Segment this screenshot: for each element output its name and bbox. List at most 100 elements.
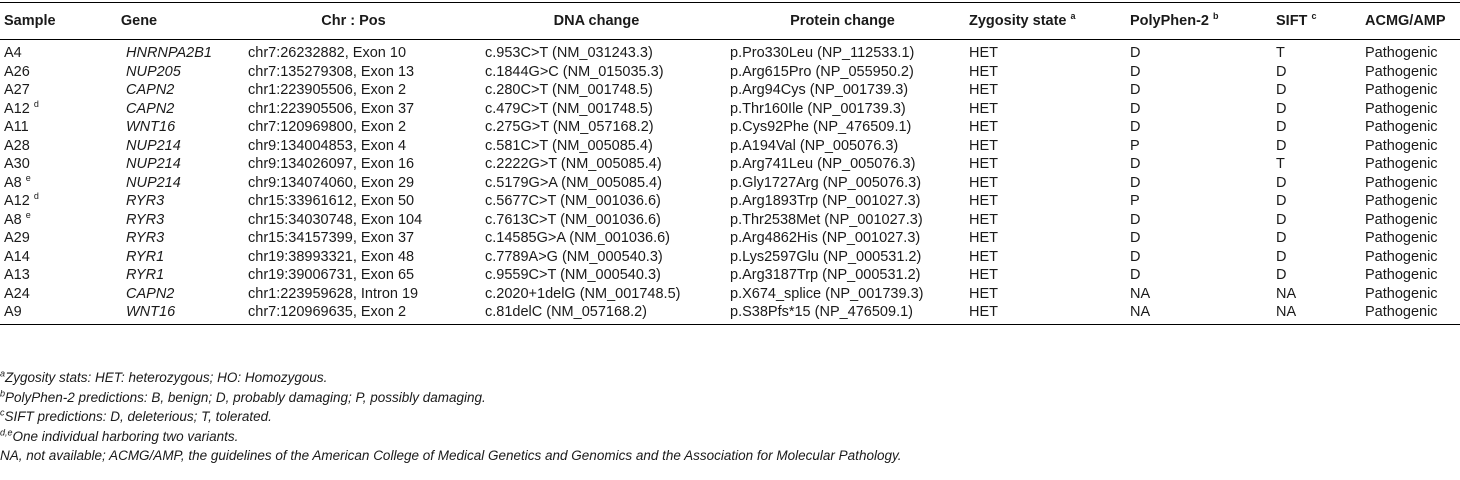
cell-sift: T — [1276, 45, 1285, 61]
cell-dna-change: c.14585G>A (NM_001036.6) — [485, 230, 670, 246]
cell-acmg: Pathogenic — [1365, 63, 1438, 80]
cell-sift: D — [1276, 174, 1287, 191]
table-row: A30 NUP214 chr9:134026097, Exon 16 c.2222G>… — [0, 155, 1460, 174]
cell-gene: WNT16 — [44, 303, 234, 325]
cell-polyphen: D — [1130, 119, 1141, 135]
cell-sample: A29 — [4, 230, 30, 246]
cell-dna-change: c.275G>T (NM_057168.2) — [485, 119, 654, 135]
cell-dna-change: c.9559C>T (NM_000540.3) — [485, 267, 661, 283]
cell-zygosity: HET — [969, 100, 998, 117]
cell-sample: A12 d — [4, 191, 39, 209]
table-row: A14 RYR1 chr19:38993321, Exon 48 c.7789A>G … — [0, 248, 1460, 267]
cell-sample: A27 — [4, 82, 30, 98]
cell-sample: A8 e — [4, 209, 31, 228]
footnote-marker: e — [25, 172, 31, 183]
cell-chr-pos: chr19:39006731, Exon 65 — [248, 267, 415, 283]
cell-sift: D — [1276, 211, 1287, 228]
header-polyphen: PolyPhen-2 b — [1126, 2, 1272, 40]
cell-dna-change: c.81delC (NM_057168.2) — [473, 303, 720, 325]
cell-acmg: Pathogenic — [1365, 193, 1438, 209]
cell-sample: A9 — [0, 303, 44, 325]
cell-gene: NUP214 — [126, 174, 181, 191]
cell-protein-change: p.Lys2597Glu (NP_000531.2) — [730, 248, 922, 265]
cell-zygosity: HET — [969, 45, 998, 61]
cell-sift: D — [1276, 193, 1287, 209]
footnote: cSIFT predictions: D, deleterious; T, to… — [0, 407, 272, 424]
cell-acmg: Pathogenic — [1365, 174, 1438, 191]
cell-dna-change: c.581C>T (NM_005085.4) — [485, 137, 653, 154]
cell-chr-pos: chr7:120969635, Exon 2 — [234, 303, 473, 325]
cell-gene: NUP205 — [126, 63, 181, 80]
footnote-marker: d — [33, 98, 39, 109]
cell-zygosity: HET — [969, 211, 998, 228]
header-acmg: ACMG/AMP — [1361, 2, 1460, 40]
cell-gene: RYR1 — [126, 248, 165, 265]
cell-acmg: Pathogenic — [1365, 137, 1438, 154]
footnote-marker: a — [0, 368, 6, 379]
cell-protein-change: p.Thr160Ile (NP_001739.3) — [730, 100, 906, 117]
cell-acmg: Pathogenic — [1365, 267, 1438, 283]
cell-acmg: Pathogenic — [1365, 45, 1438, 61]
cell-sample: A12 d — [4, 98, 39, 117]
cell-dna-change: c.5179G>A (NM_005085.4) — [485, 174, 662, 191]
cell-sample: A28 — [4, 137, 30, 154]
cell-sample: A11 — [4, 119, 29, 135]
cell-polyphen: D — [1130, 174, 1141, 191]
cell-chr-pos: chr19:38993321, Exon 48 — [248, 248, 415, 265]
cell-chr-pos: chr7:135279308, Exon 13 — [248, 63, 415, 80]
cell-sift: T — [1276, 156, 1285, 172]
cell-zygosity: HET — [969, 82, 998, 98]
header-chr-pos: Chr : Pos — [234, 2, 473, 40]
cell-dna-change: c.1844G>C (NM_015035.3) — [485, 63, 664, 80]
cell-protein-change: p.Arg615Pro (NP_055950.2) — [730, 63, 914, 80]
header-row: Sample Gene Chr : Pos DNA change Protein… — [0, 2, 1460, 40]
footnote: aZygosity stats: HET: heterozygous; HO: … — [0, 368, 328, 385]
footnotes: aZygosity stats: HET: heterozygous; HO: … — [0, 368, 1460, 466]
header-protein-change: Protein change — [720, 2, 965, 40]
cell-protein-change: p.X674_splice (NP_001739.3) — [730, 285, 924, 302]
table-row: A8 e NUP214 chr9:134074060, Exon 29 c.5179G… — [0, 172, 1460, 193]
cell-chr-pos: chr9:134026097, Exon 16 — [248, 156, 415, 172]
footnote: d,eOne individual harboring two variants… — [0, 427, 239, 444]
cell-chr-pos: chr9:134074060, Exon 29 — [248, 174, 415, 191]
cell-dna-change: c.280C>T (NM_001748.5) — [485, 82, 653, 98]
cell-protein-change: p.Arg3187Trp (NP_000531.2) — [730, 267, 921, 283]
cell-polyphen: P — [1130, 137, 1140, 154]
cell-protein-change: p.A194Val (NP_005076.3) — [730, 137, 899, 154]
header-dna-change: DNA change — [473, 2, 720, 40]
cell-acmg: Pathogenic — [1365, 82, 1438, 98]
cell-dna-change: c.7789A>G (NM_000540.3) — [485, 248, 663, 265]
table-row: A29 RYR3 chr15:34157399, Exon 37 c.14585G>A… — [0, 229, 1460, 248]
cell-zygosity: HET — [969, 230, 998, 246]
cell-sift: NA — [1272, 303, 1361, 325]
cell-sift: NA — [1276, 285, 1297, 302]
cell-zygosity: HET — [969, 119, 998, 135]
cell-polyphen: D — [1130, 230, 1141, 246]
cell-polyphen: D — [1130, 248, 1141, 265]
cell-zygosity: HET — [969, 156, 998, 172]
cell-protein-change: p.Arg94Cys (NP_001739.3) — [730, 82, 909, 98]
cell-sift: D — [1276, 230, 1287, 246]
cell-protein-change: p.Arg741Leu (NP_005076.3) — [730, 156, 916, 172]
footnote-marker: d,e — [0, 427, 13, 437]
cell-dna-change: c.2222G>T (NM_005085.4) — [485, 156, 662, 172]
footnote: bPolyPhen-2 predictions: B, benign; D, p… — [0, 388, 486, 405]
table-row: A24 CAPN2 chr1:223959628, Intron 19 c.2020+… — [0, 285, 1460, 304]
table-row: A13 RYR1 chr19:39006731, Exon 65 c.9559C>T … — [0, 266, 1460, 285]
cell-zygosity: HET — [969, 267, 998, 283]
cell-gene: CAPN2 — [126, 82, 175, 98]
cell-chr-pos: chr15:34030748, Exon 104 — [248, 211, 423, 228]
table-row: A27 CAPN2 chr1:223905506, Exon 2 c.280C>T (… — [0, 81, 1460, 100]
variants-table: Sample Gene Chr : Pos DNA change Protein… — [0, 2, 1460, 325]
cell-dna-change: c.479C>T (NM_001748.5) — [485, 100, 653, 117]
cell-polyphen: D — [1130, 82, 1141, 98]
cell-polyphen: P — [1130, 193, 1140, 209]
cell-polyphen: NA — [1126, 303, 1272, 325]
cell-polyphen: D — [1130, 100, 1141, 117]
cell-gene: HNRNPA2B1 — [126, 45, 212, 61]
cell-acmg: Pathogenic — [1361, 303, 1460, 325]
cell-sift: D — [1276, 267, 1287, 283]
cell-dna-change: c.7613C>T (NM_001036.6) — [485, 211, 661, 228]
cell-chr-pos: chr1:223905506, Exon 2 — [248, 82, 407, 98]
table-row: A8 e RYR3 chr15:34030748, Exon 104 c.7613C>… — [0, 209, 1460, 230]
